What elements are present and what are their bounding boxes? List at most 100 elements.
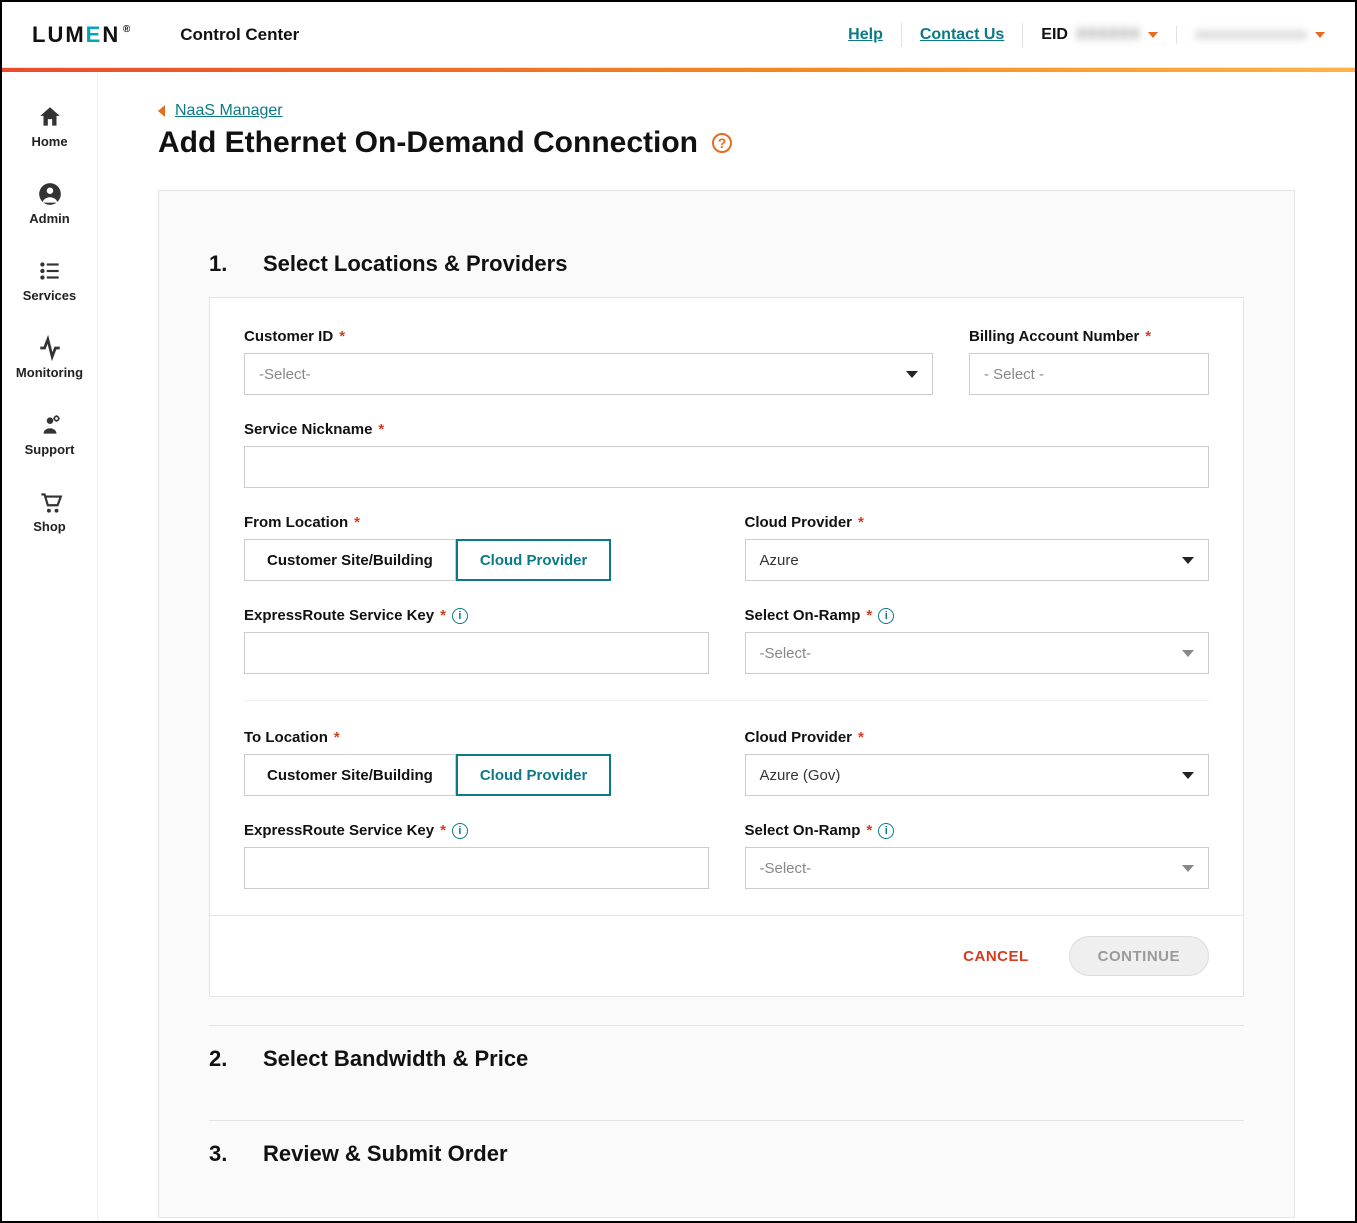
nickname-label: Service Nickname* [244,421,1209,438]
sidebar-item-services[interactable]: Services [2,244,97,321]
activity-icon [37,335,63,361]
from-cloud-provider-select[interactable]: Azure [745,539,1210,581]
customer-id-select[interactable]: -Select- [244,353,933,395]
sidebar-item-label: Monitoring [16,365,83,380]
to-location-label: To Location* [244,729,709,746]
sidebar-item-shop[interactable]: Shop [2,475,97,552]
card-footer: CANCEL CONTINUE [210,915,1243,996]
sidebar-item-home[interactable]: Home [2,90,97,167]
step-2-header[interactable]: 2. Select Bandwidth & Price [209,1026,1244,1092]
required-indicator: * [378,421,384,438]
section-divider [244,700,1209,701]
sidebar-item-label: Admin [29,211,69,226]
sidebar-item-label: Support [25,442,75,457]
select-placeholder: -Select- [760,860,812,877]
info-icon[interactable]: i [452,608,468,624]
info-icon[interactable]: i [452,823,468,839]
step-3-header[interactable]: 3. Review & Submit Order [209,1121,1244,1187]
required-indicator: * [866,822,872,839]
to-location-toggle: Customer Site/Building Cloud Provider [244,754,709,796]
wizard-panel: 1. Select Locations & Providers Customer… [158,190,1295,1218]
to-cloud-provider-label: Cloud Provider* [745,729,1210,746]
chevron-down-icon [906,371,918,378]
info-icon[interactable]: i [878,608,894,624]
chevron-down-icon [1182,865,1194,872]
help-link[interactable]: Help [830,23,902,47]
eid-label: EID [1041,26,1068,44]
account-dropdown[interactable]: xxxxxxxxxxxxxx [1177,26,1325,44]
field-nickname: Service Nickname* [244,421,1209,488]
from-location-toggle: Customer Site/Building Cloud Provider [244,539,709,581]
chevron-down-icon [1182,772,1194,779]
field-from-location: From Location* Customer Site/Building Cl… [244,514,709,581]
chevron-left-icon [158,105,165,117]
select-placeholder: -Select- [259,366,311,383]
required-indicator: * [440,822,446,839]
sidebar: Home Admin Services Monitoring Support S… [2,72,98,1221]
from-onramp-label: Select On-Ramp* i [745,607,1210,624]
to-onramp-label: Select On-Ramp* i [745,822,1210,839]
to-erk-input[interactable] [244,847,709,889]
required-indicator: * [339,328,345,345]
nickname-input[interactable] [244,446,1209,488]
from-erk-input[interactable] [244,632,709,674]
step-title: Select Bandwidth & Price [263,1046,528,1072]
from-option-site[interactable]: Customer Site/Building [244,539,456,581]
help-icon[interactable]: ? [712,133,732,153]
field-to-location: To Location* Customer Site/Building Clou… [244,729,709,796]
field-from-cloud-provider: Cloud Provider* Azure [745,514,1210,581]
eid-value: XXXXXX [1076,26,1140,44]
breadcrumb: NaaS Manager [158,102,1295,120]
to-erk-label: ExpressRoute Service Key* i [244,822,709,839]
cancel-button[interactable]: CANCEL [963,948,1029,965]
to-cloud-provider-select[interactable]: Azure (Gov) [745,754,1210,796]
required-indicator: * [334,729,340,746]
ban-select[interactable]: - Select - [969,353,1209,395]
field-to-erk: ExpressRoute Service Key* i [244,822,709,889]
required-indicator: * [866,607,872,624]
field-from-erk: ExpressRoute Service Key* i [244,607,709,674]
required-indicator: * [354,514,360,531]
select-value: Azure [760,552,799,569]
sidebar-item-label: Services [23,288,77,303]
from-erk-label: ExpressRoute Service Key* i [244,607,709,624]
chevron-down-icon [1182,650,1194,657]
required-indicator: * [440,607,446,624]
sidebar-item-monitoring[interactable]: Monitoring [2,321,97,398]
topbar-right: Help Contact Us EID XXXXXX xxxxxxxxxxxxx… [830,23,1325,47]
breadcrumb-link[interactable]: NaaS Manager [175,102,283,120]
to-onramp-select[interactable]: -Select- [745,847,1210,889]
cart-icon [37,489,63,515]
to-option-site[interactable]: Customer Site/Building [244,754,456,796]
step-number: 1. [209,251,233,277]
field-to-onramp: Select On-Ramp* i -Select- [745,822,1210,889]
field-customer-id: Customer ID* -Select- [244,328,933,395]
select-placeholder: -Select- [760,645,812,662]
select-value: Azure (Gov) [760,767,841,784]
from-option-cloud[interactable]: Cloud Provider [456,539,612,581]
eid-dropdown[interactable]: EID XXXXXX [1023,26,1177,44]
from-onramp-select[interactable]: -Select- [745,632,1210,674]
continue-button[interactable]: CONTINUE [1069,936,1209,976]
sidebar-item-label: Shop [33,519,66,534]
required-indicator: * [858,729,864,746]
topbar: LUMEN Control Center Help Contact Us EID… [2,2,1355,68]
to-option-cloud[interactable]: Cloud Provider [456,754,612,796]
from-cloud-provider-label: Cloud Provider* [745,514,1210,531]
contact-link[interactable]: Contact Us [902,23,1023,47]
step-title: Select Locations & Providers [263,251,567,277]
page-title: Add Ethernet On-Demand Connection [158,126,698,160]
field-ban: Billing Account Number* - Select - [969,328,1209,395]
main-content: NaaS Manager Add Ethernet On-Demand Conn… [98,72,1355,1221]
select-placeholder: - Select - [984,366,1044,383]
app-title: Control Center [180,25,299,45]
step-number: 2. [209,1046,233,1072]
gear-user-icon [37,412,63,438]
logo: LUMEN [32,22,120,48]
info-icon[interactable]: i [878,823,894,839]
sidebar-item-label: Home [31,134,67,149]
sidebar-item-admin[interactable]: Admin [2,167,97,244]
sidebar-item-support[interactable]: Support [2,398,97,475]
chevron-down-icon [1148,32,1158,38]
step-number: 3. [209,1141,233,1167]
